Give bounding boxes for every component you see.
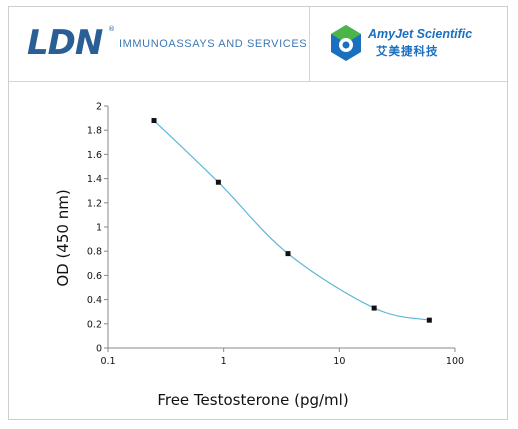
x-tick-label: 0.1 bbox=[100, 356, 115, 367]
y-tick-label: 1.4 bbox=[87, 174, 102, 185]
x-tick-label: 100 bbox=[446, 356, 464, 367]
amyjet-name: AmyJet Scientific bbox=[368, 27, 473, 41]
amyjet-brand: AmyJet Scientific 艾美捷科技 bbox=[310, 7, 507, 81]
y-tick-label: 0.4 bbox=[87, 295, 102, 306]
data-point bbox=[151, 118, 157, 124]
y-tick-label: 0.6 bbox=[87, 271, 102, 282]
chart-series bbox=[151, 118, 432, 323]
y-tick-label: 0.8 bbox=[87, 247, 102, 258]
y-tick-label: 0 bbox=[96, 344, 102, 355]
x-tick-label: 10 bbox=[333, 356, 345, 367]
chart-ticks: 0 0.2 0.4 0.6 0.8 1 1.2 1.4 1.6 1.8 2 0.1 1 10 100 bbox=[87, 102, 464, 368]
y-tick-label: 2 bbox=[96, 102, 102, 113]
ldn-brand: LDN ® IMMUNOASSAYS AND SERVICES bbox=[9, 7, 310, 81]
y-tick-label: 1.2 bbox=[87, 198, 102, 209]
x-axis-label: Free Testosterone (pg/ml) bbox=[157, 391, 348, 409]
card: LDN ® IMMUNOASSAYS AND SERVICES AmyJet S… bbox=[8, 6, 508, 420]
header: LDN ® IMMUNOASSAYS AND SERVICES AmyJet S… bbox=[9, 7, 507, 82]
ldn-logo: LDN bbox=[27, 23, 103, 63]
series-line bbox=[153, 120, 430, 321]
y-tick-label: 0.2 bbox=[87, 319, 102, 330]
amyjet-chinese-name: 艾美捷科技 bbox=[376, 44, 439, 58]
data-point bbox=[426, 317, 432, 323]
x-tick-label: 1 bbox=[221, 356, 227, 367]
y-tick-label: 1.6 bbox=[87, 150, 102, 161]
data-point bbox=[371, 305, 377, 311]
y-axis-label: OD (450 nm) bbox=[54, 189, 72, 286]
ldn-registered-mark: ® bbox=[108, 25, 115, 33]
ldn-tagline: IMMUNOASSAYS AND SERVICES bbox=[119, 38, 308, 50]
amyjet-logo-icon bbox=[331, 25, 361, 61]
y-tick-label: 1 bbox=[96, 223, 102, 234]
data-point bbox=[285, 251, 291, 257]
chart-axes bbox=[107, 106, 455, 349]
data-point bbox=[215, 179, 221, 185]
y-tick-label: 1.8 bbox=[87, 126, 102, 137]
